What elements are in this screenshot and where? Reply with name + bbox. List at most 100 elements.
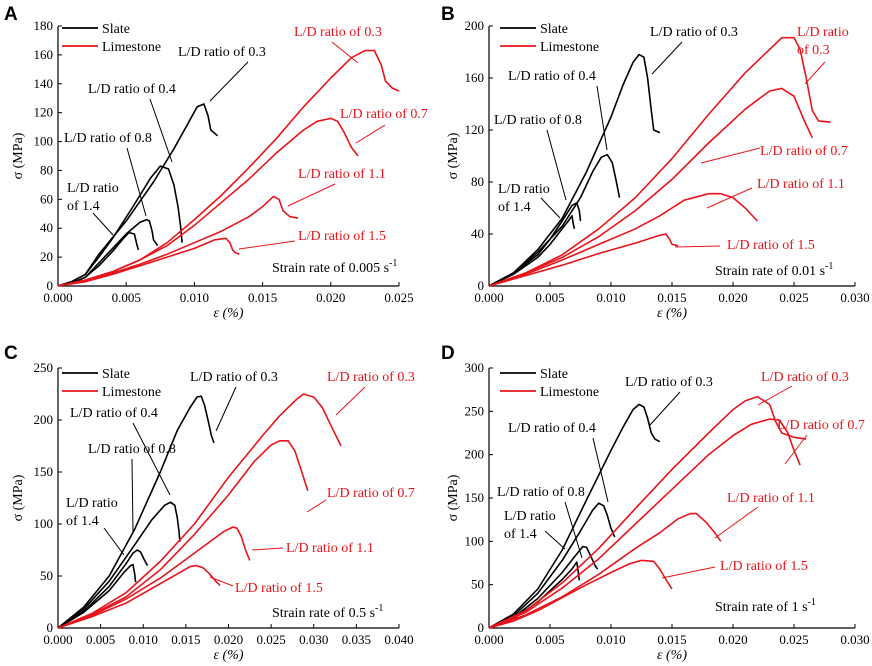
annotation-leader-line (714, 506, 759, 539)
series-line-limestone-l-d-0-7 (488, 87, 814, 287)
series-line-slate-l-d-0-8 (488, 202, 582, 287)
y-tick-label: 20 (40, 249, 53, 264)
annotation-leader-line (149, 98, 173, 163)
chart-panel-a: A 0.000 0.005 0.010 0.015 0.020 0.025 0 20 40 60 80… (4, 4, 428, 321)
y-tick-label: 150 (34, 464, 54, 479)
series-line-slate-l-d-0-4 (57, 165, 183, 287)
x-tick-label: 0.030 (840, 632, 869, 647)
series-line-limestone-l-d-0-7 (488, 418, 801, 629)
legend: Slate Limestone (62, 22, 161, 55)
y-tick-label: 120 (465, 122, 485, 137)
annotation-label: L/D ratio of 0.4 (88, 82, 176, 97)
x-tick-label: 0.015 (657, 632, 686, 647)
annotation-leader-line (215, 386, 237, 432)
annotation-leader-line (804, 61, 826, 85)
y-axis-title: σ (MPa) (11, 132, 26, 179)
legend: Slate Limestone (500, 22, 599, 55)
x-tick-label: 0.005 (535, 290, 564, 305)
annotation-label: L/D ratio of 1.1 (757, 177, 845, 192)
annotation-leader-line (132, 422, 171, 496)
y-axis-title: σ (MPa) (446, 132, 461, 179)
annotation-label: L/D ratio of 1.1 (298, 167, 386, 182)
annotation-label: L/D ratio of 0.4 (508, 421, 596, 436)
annotation-label: L/D ratio of 1.5 (298, 229, 386, 244)
y-axis-title: σ (MPa) (446, 474, 461, 521)
x-tick-label: 0.015 (657, 290, 686, 305)
x-tick-label: 0.020 (718, 290, 747, 305)
annotation-label: of 1.4 (67, 199, 100, 214)
annotation-leader-line (546, 129, 567, 201)
annotation-label: L/D ratio of 1.5 (727, 238, 815, 253)
series-line-limestone-l-d-0-7 (57, 440, 309, 629)
legend-entry-limestone: Limestone (540, 385, 599, 400)
annotation-leader-line (596, 85, 608, 151)
x-tick-label: 0.010 (129, 632, 158, 647)
x-tick-label: 0.015 (248, 290, 277, 305)
y-tick-label: 40 (471, 226, 484, 241)
series-line-slate-l-d-0-4 (57, 501, 181, 629)
annotation-leader-line (674, 245, 721, 248)
annotation-leader-line (355, 124, 386, 144)
chart-panel-c: C 0.000 0.005 0.010 0.015 0.020 0.025 0.030 0.03… (4, 343, 415, 663)
annotation-label: of 0.3 (797, 43, 830, 58)
y-axis-title: σ (MPa) (11, 474, 26, 521)
series-line-limestone-l-d-1-5 (57, 564, 221, 629)
annotation-leader-line (251, 547, 284, 551)
annotation-label: of 1.4 (504, 527, 537, 542)
x-tick-label: 0.030 (299, 632, 328, 647)
annotation-leader-line (700, 147, 761, 164)
series-line-slate-l-d-0-3 (57, 395, 215, 629)
annotation-leader-line (757, 385, 793, 406)
x-tick-label: 0.025 (779, 632, 808, 647)
chart-panel-d: D 0.000 0.005 0.010 0.015 0.020 0.025 0.030 0 50 1… (441, 343, 870, 663)
annotation-leader-line (238, 240, 296, 250)
x-tick-label: 0.015 (171, 632, 200, 647)
annotation-label: L/D ratio of 0.3 (178, 45, 266, 60)
annotation-leader-line (126, 147, 147, 217)
annotation-label: L/D ratio of 1.1 (727, 491, 815, 506)
y-tick-label: 300 (465, 360, 485, 375)
series-line-limestone-l-d-1-1 (57, 195, 299, 287)
legend: Slate Limestone (500, 367, 599, 400)
x-tick-label: 0.010 (596, 632, 625, 647)
annotation-label: of 1.4 (498, 200, 531, 215)
annotation-label: L/D ratio of 0.7 (340, 107, 428, 122)
y-tick-label: 0 (47, 620, 54, 635)
series-line-limestone-l-d-1-1 (488, 512, 722, 629)
x-tick-label: 0.000 (43, 632, 72, 647)
strain-rate-label: Strain rate of 0.005 s-1 (272, 258, 397, 276)
y-tick-label: 160 (465, 70, 485, 85)
annotation-label: L/D ratio of 1.5 (720, 559, 808, 574)
legend-entry-slate: Slate (102, 367, 130, 382)
annotation-leader-line (209, 576, 234, 587)
annotation-label: L/D ratio of 0.3 (650, 25, 738, 40)
x-tick-label: 0.000 (43, 290, 72, 305)
series-line-slate-l-d-1-4 (57, 563, 137, 629)
strain-rate-exponent: -1 (825, 261, 833, 272)
series-line-limestone-l-d-0-3 (57, 393, 342, 629)
annotation-leader-line (331, 41, 359, 64)
series-line-limestone-l-d-1-5 (57, 237, 240, 287)
y-tick-label: 140 (34, 76, 54, 91)
annotation-label: L/D ratio of 0.8 (497, 485, 585, 500)
legend-entry-slate: Slate (540, 367, 568, 382)
x-tick-label: 0.000 (474, 290, 503, 305)
annotation-label: L/D ratio (797, 25, 849, 40)
annotation-label: L/D ratio of 0.4 (508, 69, 596, 84)
annotation-label: L/D ratio (504, 509, 556, 524)
y-tick-label: 80 (40, 162, 53, 177)
annotation-leader-line (131, 458, 134, 533)
annotation-label: L/D ratio of 0.7 (327, 486, 415, 501)
strain-rate-label: Strain rate of 0.5 s-1 (272, 603, 383, 621)
x-tick-label: 0.020 (718, 632, 747, 647)
annotation-leader-line (784, 434, 808, 465)
annotation-label: of 1.4 (66, 514, 99, 529)
annotation-label: L/D ratio (66, 496, 118, 511)
series-line-limestone-l-d-0-3 (488, 36, 831, 287)
annotation-label: L/D ratio of 0.3 (294, 25, 382, 40)
annotation-label: L/D ratio of 0.3 (190, 370, 278, 385)
series-line-limestone-l-d-1-1 (57, 526, 251, 629)
y-tick-label: 200 (465, 447, 485, 462)
x-tick-label: 0.005 (86, 632, 115, 647)
